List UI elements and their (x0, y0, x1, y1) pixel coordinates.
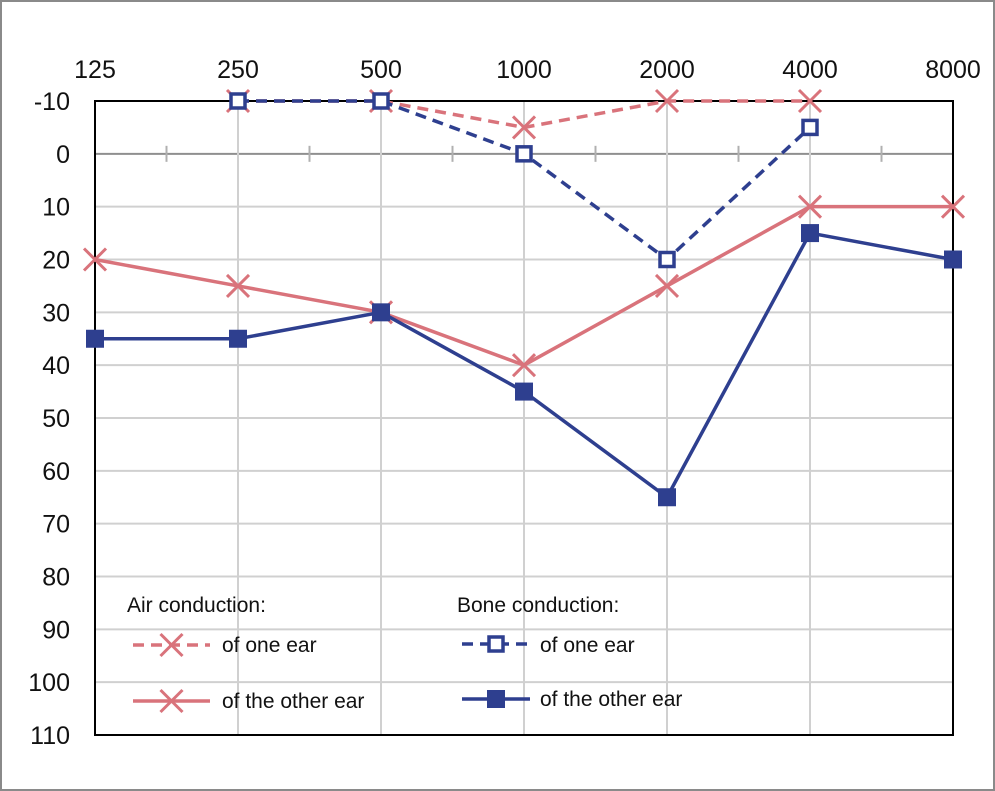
legend-air-title: Air conduction: (127, 594, 266, 617)
x-marker (654, 88, 680, 114)
x-marker (511, 353, 537, 378)
x-marker (511, 115, 537, 140)
x-marker-stroke (940, 194, 966, 219)
y-tick-label: 90 (42, 616, 70, 644)
x-marker-stroke (654, 88, 680, 114)
open-square-marker (229, 92, 247, 110)
filled-square-marker (801, 224, 819, 243)
x-tick-label: 2000 (639, 56, 695, 84)
legend-sample (133, 632, 210, 658)
y-tick-label: 30 (42, 299, 70, 327)
x-marker (82, 247, 108, 272)
x-marker-stroke (797, 88, 823, 114)
open-square-marker (801, 118, 819, 137)
x-tick-label: 4000 (782, 56, 838, 84)
legend-label-bone-other: of the other ear (540, 688, 682, 711)
series-bone-one-ear (229, 92, 819, 269)
x-marker (159, 632, 184, 658)
x-tick-label: 250 (217, 56, 259, 84)
filled-square-marker (487, 690, 505, 708)
filled-square-marker (229, 329, 247, 348)
x-marker-stroke (225, 273, 251, 298)
filled-square-marker (515, 382, 533, 401)
legend-label-air-one: of one ear (222, 634, 317, 657)
legend-label-bone-one: of one ear (540, 634, 635, 657)
filled-square-marker (372, 303, 390, 322)
filled-square-marker (86, 329, 104, 348)
x-tick-label: 1000 (496, 56, 552, 84)
y-tick-label: 50 (42, 405, 70, 433)
open-square-marker (658, 250, 676, 269)
y-tick-label: 40 (42, 352, 70, 380)
open-square-marker (487, 635, 505, 653)
y-tick-label: 60 (42, 458, 70, 486)
x-marker (797, 88, 823, 114)
legend-label-air-other: of the other ear (222, 690, 364, 713)
series-bone-other-ear (86, 224, 962, 507)
x-marker-stroke (511, 115, 537, 140)
open-square-marker (372, 92, 390, 110)
plot-border (94, 100, 954, 736)
open-square-marker (515, 145, 533, 163)
x-marker (225, 273, 251, 298)
series-layer (82, 88, 966, 507)
y-tick-label: 10 (42, 194, 70, 222)
legend: Air conduction: Bone conduction: of one … (127, 594, 682, 714)
legend-bone-title: Bone conduction: (457, 594, 619, 617)
x-marker-stroke (159, 688, 184, 714)
x-marker-stroke (654, 273, 680, 298)
legend-sample (462, 690, 530, 708)
filled-square-marker (658, 488, 676, 507)
y-tick-label: 70 (42, 511, 70, 539)
x-marker-stroke (511, 353, 537, 378)
x-marker-stroke (159, 632, 184, 658)
y-tick-label: 0 (56, 141, 70, 169)
x-tick-label: 500 (360, 56, 402, 84)
x-marker (797, 194, 823, 219)
x-marker (159, 688, 184, 714)
x-marker-stroke (797, 194, 823, 219)
y-tick-label: 20 (42, 247, 70, 275)
x-marker (654, 273, 680, 298)
x-marker-stroke (82, 247, 108, 272)
y-tick-label: -10 (34, 88, 70, 116)
y-tick-label: 80 (42, 564, 70, 592)
legend-sample (462, 635, 530, 653)
filled-square-marker (944, 250, 962, 269)
axes: -10 0 10 20 30 40 50 60 70 80 90 100 110 125 250 500 100… (28, 56, 981, 750)
x-tick-label: 125 (74, 56, 116, 84)
y-tick-label: 100 (28, 669, 70, 697)
legend-sample (133, 688, 210, 714)
y-tick-label: 110 (30, 722, 70, 750)
x-marker (940, 194, 966, 219)
x-tick-label: 8000 (925, 56, 981, 84)
